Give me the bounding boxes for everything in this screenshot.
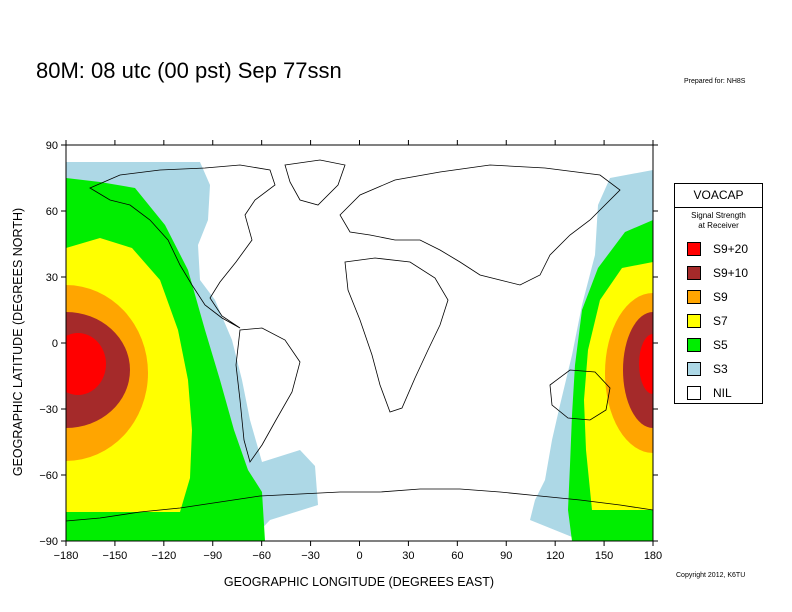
tick-group: [61, 140, 658, 546]
x-tick-label: −90: [203, 550, 222, 562]
south-america-outline: [235, 327, 301, 463]
x-tick-label: 0: [356, 550, 362, 562]
y-tick-label: 90: [46, 140, 58, 152]
legend-subtitle: Signal Strength at Receiver: [675, 211, 762, 231]
legend-swatch: [687, 266, 701, 280]
zone-s9plus20-west: [66, 333, 106, 395]
legend-item-s9plus20: S9+20: [675, 237, 762, 261]
x-tick-label: 30: [402, 550, 414, 562]
legend-item-s5: S5: [675, 333, 762, 357]
map-title: 80M: 08 utc (00 pst) Sep 77ssn: [36, 58, 342, 83]
tick-labels: −180 −150 −120 −90 −60 −30 0 30 60 90 120 150 180 90 6…: [39, 140, 662, 562]
australia-outline: [549, 369, 611, 421]
legend-label: S7: [713, 314, 728, 328]
y-tick-label: −60: [39, 470, 58, 482]
legend-box: VOACAP Signal Strength at Receiver S9+20…: [674, 183, 763, 404]
eurasia-outline: [339, 164, 621, 286]
prepared-for-label: Prepared for: NH8S: [684, 78, 746, 85]
legend-swatch: [687, 242, 701, 256]
north-america-outline: [89, 164, 276, 329]
legend-swatch: [687, 362, 701, 376]
legend-label: S9+20: [713, 242, 749, 256]
legend-item-s9: S9: [675, 285, 762, 309]
legend-title: VOACAP: [675, 184, 762, 208]
x-axis-title: GEOGRAPHIC LONGITUDE (DEGREES EAST): [224, 575, 494, 589]
x-tick-label: −120: [151, 550, 176, 562]
x-tick-label: −60: [252, 550, 271, 562]
legend-subtitle-line1: Signal Strength: [691, 211, 746, 220]
legend-item-s3: S3: [675, 357, 762, 381]
x-tick-label: 90: [500, 550, 512, 562]
x-tick-label: −180: [54, 550, 79, 562]
y-tick-label: 60: [46, 206, 58, 218]
zone-s9plus20-east: [639, 334, 653, 394]
x-tick-label: 150: [595, 550, 613, 562]
legend-swatch: [687, 338, 701, 352]
antarctica-outline: [66, 488, 653, 522]
signal-coverage-layer: [66, 162, 653, 541]
y-tick-label: 30: [46, 272, 58, 284]
x-tick-label: −150: [103, 550, 128, 562]
greenland-outline: [284, 159, 346, 206]
x-tick-label: 120: [546, 550, 564, 562]
y-axis-title: GEOGRAPHIC LATITUDE (DEGREES NORTH): [11, 208, 25, 476]
legend-label: S9+10: [713, 266, 749, 280]
legend-label: NIL: [713, 386, 732, 400]
x-tick-label: 60: [451, 550, 463, 562]
legend-swatch: [687, 386, 701, 400]
legend-subtitle-line2: at Receiver: [698, 221, 739, 230]
legend-swatch: [687, 290, 701, 304]
legend-list: S9+20 S9+10 S9 S7 S5 S3 NIL: [675, 237, 762, 405]
y-tick-label: −90: [39, 536, 58, 548]
copyright-label: Copyright 2012, K6TU: [676, 572, 746, 579]
africa-outline: [344, 257, 449, 413]
legend-item-s9plus10: S9+10: [675, 261, 762, 285]
legend-swatch: [687, 314, 701, 328]
y-tick-label: −30: [39, 404, 58, 416]
legend-label: S9: [713, 290, 728, 304]
legend-item-s7: S7: [675, 309, 762, 333]
legend-label: S3: [713, 362, 728, 376]
x-tick-label: 180: [644, 550, 662, 562]
y-tick-label: 0: [52, 338, 58, 350]
continent-outlines: [66, 159, 653, 522]
legend-item-nil: NIL: [675, 381, 762, 405]
x-tick-label: −30: [301, 550, 320, 562]
legend-label: S5: [713, 338, 728, 352]
